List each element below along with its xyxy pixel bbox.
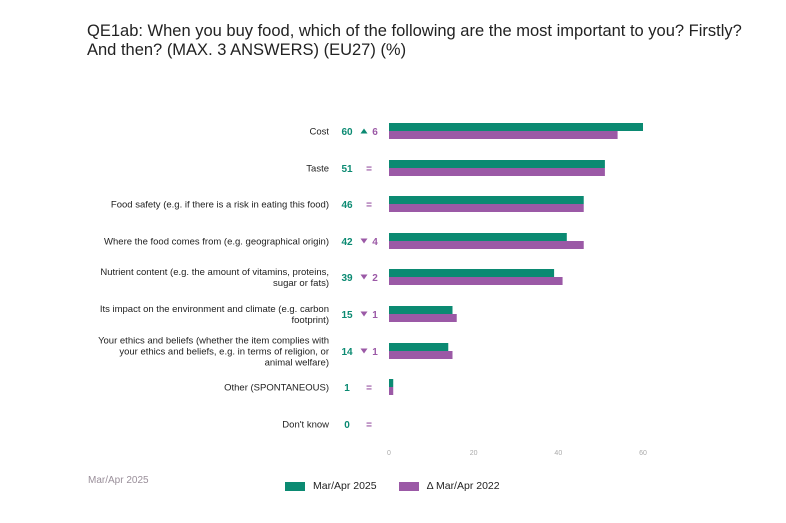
change-equal: =	[366, 200, 372, 211]
value-label: 1	[344, 383, 350, 394]
change-equal: =	[366, 164, 372, 175]
bar-current	[389, 196, 584, 204]
x-tick-label: 40	[554, 450, 562, 457]
change-value: 4	[372, 237, 378, 248]
value-label: 15	[341, 310, 353, 321]
category-label: Your ethics and beliefs (whether the ite…	[98, 336, 329, 369]
category-label: Food safety (e.g. if there is a risk in …	[111, 200, 329, 211]
value-label: 14	[341, 347, 353, 358]
change-value: 2	[372, 273, 378, 284]
legend-swatch-previous	[398, 481, 419, 491]
bar-previous	[389, 131, 618, 139]
x-tick-label: 60	[639, 450, 647, 457]
category-label: Its impact on the environment and climat…	[100, 304, 329, 326]
legend-label-current: Mar/Apr 2025	[313, 480, 377, 492]
category-label: Nutrient content (e.g. the amount of vit…	[100, 267, 329, 289]
bar-previous	[389, 314, 457, 322]
category-label: Don't know	[282, 420, 329, 431]
bar-previous	[389, 351, 453, 359]
change-equal: =	[366, 383, 372, 394]
bar-current	[389, 160, 605, 168]
change-value: 1	[372, 347, 378, 358]
bar-previous	[389, 277, 563, 285]
bar-previous	[389, 241, 584, 249]
legend: Mar/Apr 2025 Δ Mar/Apr 2022	[285, 480, 522, 492]
legend-item-previous: Δ Mar/Apr 2022	[398, 480, 500, 492]
legend-swatch-current	[285, 481, 305, 491]
change-value: 6	[372, 127, 378, 138]
footer-note: Mar/Apr 2025	[88, 475, 149, 486]
triangle-down-icon	[360, 274, 368, 280]
bar-current	[389, 233, 567, 241]
bar-current	[389, 343, 449, 351]
category-label: Taste	[306, 164, 329, 175]
change-value: 1	[372, 310, 378, 321]
value-label: 60	[341, 127, 353, 138]
x-tick-label: 0	[387, 450, 391, 457]
category-label: Where the food comes from (e.g. geograph…	[104, 237, 329, 248]
bar-current	[389, 379, 394, 387]
value-label: 39	[341, 273, 353, 284]
chart-title: QE1ab: When you buy food, which of the f…	[87, 22, 742, 59]
category-label: Cost	[309, 127, 329, 138]
value-label: 51	[341, 164, 353, 175]
legend-label-previous: Δ Mar/Apr 2022	[426, 480, 500, 492]
bar-previous	[389, 168, 605, 176]
value-label: 42	[341, 237, 353, 248]
bar-previous	[389, 204, 584, 212]
category-label: Other (SPONTANEOUS)	[224, 383, 329, 394]
legend-item-current: Mar/Apr 2025	[285, 480, 377, 492]
change-equal: =	[366, 420, 372, 431]
bar-current	[389, 269, 555, 277]
value-label: 0	[344, 420, 350, 431]
bar-previous	[389, 387, 394, 395]
value-label: 46	[341, 200, 353, 211]
triangle-up-icon	[360, 128, 368, 134]
bar-current	[389, 306, 453, 314]
triangle-down-icon	[360, 238, 368, 244]
x-tick-label: 20	[470, 450, 478, 457]
triangle-down-icon	[360, 311, 368, 317]
triangle-down-icon	[360, 348, 368, 354]
bar-current	[389, 123, 643, 131]
